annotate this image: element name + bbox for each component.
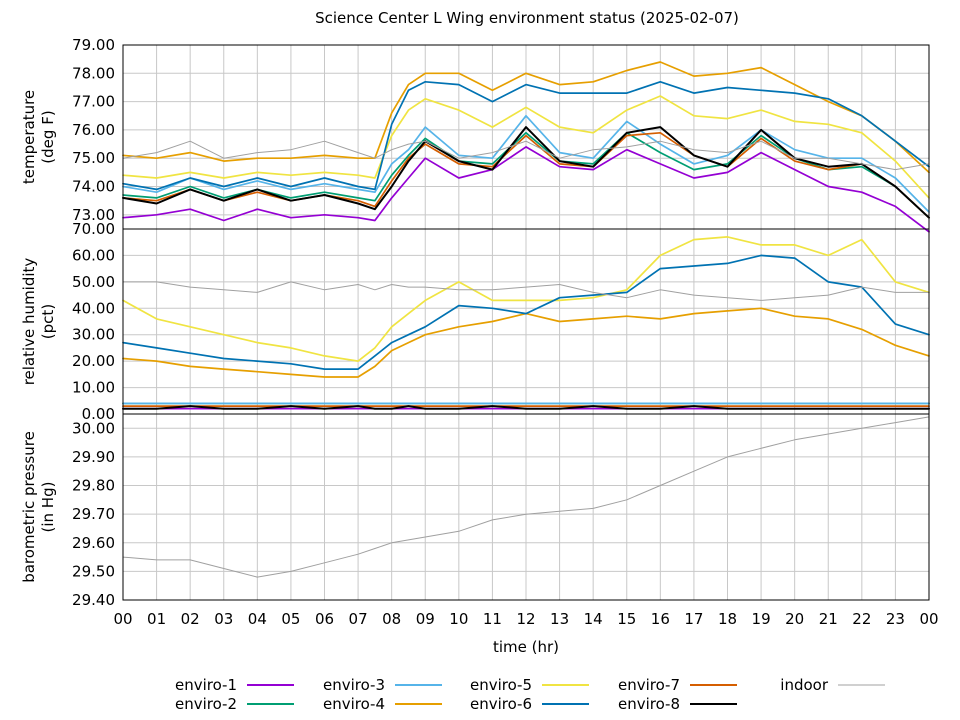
legend-item-enviro-1: enviro-1	[175, 676, 294, 694]
series-line-enviro-6	[122, 80, 930, 191]
y-tick-label: 29.60	[72, 534, 115, 552]
x-tick-label: 10	[449, 610, 468, 628]
legend-item-enviro-4: enviro-4	[323, 695, 442, 713]
legend-item-enviro-2: enviro-2	[175, 695, 294, 713]
y-tick-label: 77.00	[72, 93, 115, 111]
y-tick-label: 30.00	[72, 326, 115, 344]
series-line-enviro-8	[122, 405, 930, 410]
x-tick-label: 21	[819, 610, 838, 628]
legend-label: enviro-7	[618, 676, 680, 694]
x-tick-label: 22	[852, 610, 871, 628]
legend-label: enviro-1	[175, 676, 237, 694]
y-tick-label: 75.00	[72, 149, 115, 167]
x-tick-label: 11	[483, 610, 502, 628]
series-line-indoor	[122, 416, 930, 578]
y-axis-label: (pct)	[39, 304, 57, 339]
series-line-indoor	[122, 140, 930, 171]
series-line-enviro-5	[122, 236, 930, 362]
chart-title: Science Center L Wing environment status…	[315, 9, 739, 27]
y-tick-label: 70.00	[72, 220, 115, 238]
y-axis-label: barometric pressure	[20, 431, 38, 583]
x-tick-label: 14	[584, 610, 603, 628]
series-line-enviro-6	[122, 254, 930, 370]
y-tick-label: 29.80	[72, 477, 115, 495]
x-tick-label: 05	[281, 610, 300, 628]
x-tick-label: 09	[416, 610, 435, 628]
legend-item-enviro-5: enviro-5	[470, 676, 589, 694]
series-line-enviro-4	[122, 307, 930, 378]
y-tick-label: 29.50	[72, 562, 115, 580]
x-tick-label: 12	[516, 610, 535, 628]
legend-label: enviro-4	[323, 695, 385, 713]
legend-label: indoor	[780, 676, 829, 694]
x-tick-label: 15	[617, 610, 636, 628]
legend-item-enviro-7: enviro-7	[618, 676, 737, 694]
y-tick-label: 30.00	[72, 419, 115, 437]
y-tick-label: 50.00	[72, 273, 115, 291]
x-axis: 00 01 02 03 04 05 06 07 08 09 10 11 12 13 14 15 16 17 18 19…	[113, 610, 938, 628]
y-tick-label: 40.00	[72, 299, 115, 317]
legend-label: enviro-3	[323, 676, 385, 694]
y-tick-label: 79.00	[72, 36, 115, 54]
y-tick-label: 29.40	[72, 591, 115, 609]
x-tick-label: 02	[181, 610, 200, 628]
legend-label: enviro-5	[470, 676, 532, 694]
series-line-indoor	[122, 281, 930, 301]
legend-item-enviro-3: enviro-3	[323, 676, 442, 694]
x-tick-label: 23	[886, 610, 905, 628]
legend-label: enviro-6	[470, 695, 532, 713]
y-tick-label: 29.70	[72, 505, 115, 523]
panel-3: 29.40 29.50 29.60 29.70 29.80 29.90 30.00 barom…	[20, 413, 930, 609]
series-line-enviro-3	[122, 114, 930, 213]
panel-2: 0.00 10.00 20.00 30.00 40.00 50.00 60.00 70.00 r…	[20, 220, 930, 423]
y-tick-label: 73.00	[72, 206, 115, 224]
legend-label: enviro-2	[175, 695, 237, 713]
x-tick-label: 13	[550, 610, 569, 628]
y-axis-label: temperature	[20, 90, 38, 184]
x-tick-label: 03	[214, 610, 233, 628]
legend-item-indoor: indoor	[780, 676, 885, 694]
x-tick-label: 06	[315, 610, 334, 628]
x-tick-label: 04	[248, 610, 267, 628]
x-tick-label: 01	[147, 610, 166, 628]
x-tick-label: 19	[752, 610, 771, 628]
legend-label: enviro-8	[618, 695, 680, 713]
y-tick-label: 20.00	[72, 352, 115, 370]
y-axis-label: relative humidity	[20, 258, 38, 386]
x-tick-label: 00	[919, 610, 938, 628]
x-tick-label: 08	[382, 610, 401, 628]
y-axis-label: (deg F)	[39, 110, 57, 163]
y-tick-label: 78.00	[72, 64, 115, 82]
y-tick-label: 74.00	[72, 178, 115, 196]
legend-item-enviro-8: enviro-8	[618, 695, 737, 713]
x-tick-label: 07	[349, 610, 368, 628]
y-tick-label: 29.90	[72, 448, 115, 466]
x-axis-label: time (hr)	[493, 638, 559, 656]
panel-1: 73.00 74.00 75.00 76.00 77.00 78.00 79.00 tempe…	[20, 36, 930, 233]
x-tick-label: 20	[785, 610, 804, 628]
x-tick-label: 16	[651, 610, 670, 628]
x-tick-label: 18	[718, 610, 737, 628]
y-axis-label: (in Hg)	[39, 482, 57, 533]
y-tick-label: 76.00	[72, 121, 115, 139]
series-line-enviro-4	[122, 61, 930, 174]
panel-frame	[122, 413, 930, 601]
x-tick-label: 00	[113, 610, 132, 628]
y-tick-label: 0.00	[82, 405, 115, 423]
y-tick-label: 10.00	[72, 379, 115, 397]
y-tick-label: 60.00	[72, 246, 115, 264]
series-line-enviro-5	[122, 95, 930, 199]
series-line-enviro-7	[122, 131, 930, 219]
chart-panels: 73.00 74.00 75.00 76.00 77.00 78.00 79.00 tempe…	[20, 36, 930, 609]
legend-item-enviro-6: enviro-6	[470, 695, 589, 713]
x-tick-label: 17	[684, 610, 703, 628]
series-line-enviro-8	[122, 126, 930, 219]
